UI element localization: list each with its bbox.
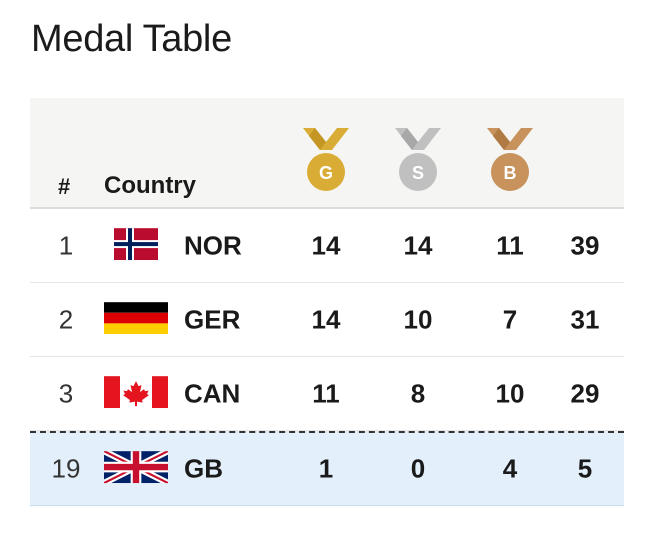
country-column-header[interactable]: Country bbox=[104, 172, 196, 199]
silver-count: 10 bbox=[403, 304, 433, 334]
gold-medal-icon[interactable]: G bbox=[301, 128, 351, 194]
rank-cell: 19 bbox=[51, 453, 81, 484]
table-header: # Country G S B bbox=[30, 98, 624, 209]
table-row[interactable]: 3 CAN 11 8 10 29 bbox=[30, 357, 624, 431]
total-count: 5 bbox=[577, 453, 593, 484]
medal-table: # Country G S B bbox=[30, 98, 624, 506]
rank-cell: 2 bbox=[58, 304, 74, 334]
gold-medal-letter: G bbox=[319, 163, 333, 183]
bronze-count: 11 bbox=[496, 230, 524, 260]
table-row[interactable]: 2 GER 14 10 7 31 bbox=[30, 283, 624, 357]
uk-flag-icon bbox=[104, 451, 168, 484]
bronze-count: 10 bbox=[495, 378, 525, 408]
page-title: Medal Table bbox=[31, 18, 232, 60]
gold-count: 14 bbox=[311, 304, 341, 334]
gold-count: 14 bbox=[311, 230, 341, 260]
canada-flag-icon bbox=[104, 375, 168, 408]
gold-count: 11 bbox=[312, 378, 340, 408]
silver-medal-icon[interactable]: S bbox=[393, 128, 443, 194]
country-code[interactable]: NOR bbox=[184, 230, 242, 260]
table-row[interactable]: 1 NOR 14 14 11 39 bbox=[30, 209, 624, 283]
bronze-count: 4 bbox=[502, 453, 518, 484]
norway-flag-icon bbox=[104, 227, 168, 260]
bronze-medal-icon[interactable]: B bbox=[485, 128, 535, 194]
silver-medal-letter: S bbox=[412, 163, 424, 183]
total-count: 29 bbox=[570, 378, 600, 408]
country-code[interactable]: GER bbox=[184, 304, 241, 334]
country-code[interactable]: GB bbox=[184, 453, 223, 484]
silver-count: 8 bbox=[410, 378, 426, 408]
country-code[interactable]: CAN bbox=[184, 378, 241, 408]
table-row-highlighted[interactable]: 19 GB 1 0 4 5 bbox=[30, 431, 624, 506]
bronze-medal-letter: B bbox=[504, 163, 517, 183]
rank-cell: 3 bbox=[58, 378, 74, 408]
rank-cell: 1 bbox=[58, 230, 74, 260]
gold-count: 1 bbox=[318, 453, 334, 484]
rank-column-header[interactable]: # bbox=[58, 174, 71, 199]
bronze-count: 7 bbox=[502, 304, 518, 334]
total-count: 31 bbox=[570, 304, 600, 334]
silver-count: 14 bbox=[403, 230, 433, 260]
total-count: 39 bbox=[570, 230, 600, 260]
germany-flag-icon bbox=[104, 301, 168, 334]
silver-count: 0 bbox=[410, 453, 426, 484]
